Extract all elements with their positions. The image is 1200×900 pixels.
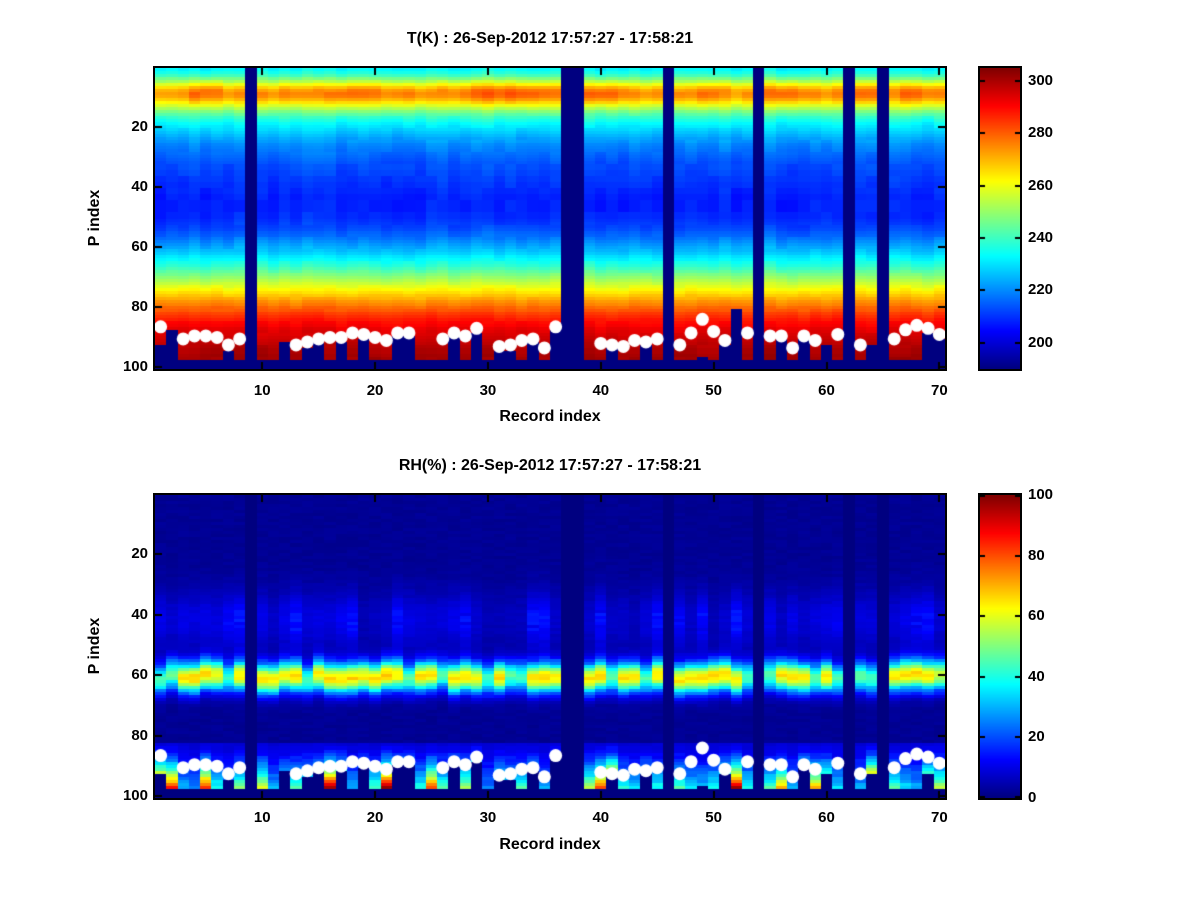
x-tick-label: 50 — [705, 809, 722, 826]
colorbar-tick-label: 280 — [1028, 124, 1054, 142]
y-tick-label: 40 — [131, 177, 148, 195]
temperature-heatmap-canvas — [155, 68, 945, 369]
x-tick-label: 70 — [931, 809, 948, 826]
x-tick-label: 20 — [366, 382, 384, 399]
humidity-heatmap-canvas — [155, 495, 945, 798]
humidity-colorbar-frame — [978, 493, 1022, 800]
humidity-colorbar-canvas — [980, 495, 1020, 798]
humidity-heatmap-frame — [153, 493, 947, 800]
humidity-plot-title: RH(%) : 26-Sep-2012 17:57:27 - 17:58:21 — [398, 457, 702, 474]
humidity-y-axis-label: P index — [86, 617, 103, 675]
humidity-x-axis-label: Record index — [499, 836, 601, 853]
x-tick-label: 50 — [705, 382, 722, 399]
colorbar-tick-label: 220 — [1028, 281, 1054, 299]
temperature-colorbar-frame — [978, 66, 1022, 371]
colorbar-tick-label: 240 — [1028, 229, 1054, 247]
colorbar-tick-label: 200 — [1028, 333, 1054, 351]
x-tick-label: 40 — [592, 809, 610, 826]
y-tick-label: 100 — [122, 787, 148, 805]
y-tick-label: 20 — [131, 117, 148, 135]
y-tick-label: 100 — [122, 358, 148, 376]
y-tick-label: 80 — [131, 726, 148, 744]
colorbar-tick-label: 300 — [1028, 72, 1054, 90]
temperature-y-axis-label: P index — [86, 189, 103, 247]
temperature-plot-title: T(K) : 26-Sep-2012 17:57:27 - 17:58:21 — [406, 30, 694, 47]
y-tick-label: 80 — [131, 298, 148, 316]
x-tick-label: 70 — [931, 382, 948, 399]
y-tick-label: 60 — [131, 666, 148, 684]
x-tick-label: 20 — [366, 809, 384, 826]
colorbar-tick-label: 20 — [1028, 728, 1045, 746]
x-tick-label: 10 — [253, 809, 271, 826]
x-tick-label: 10 — [253, 382, 271, 399]
temperature-heatmap-frame — [153, 66, 947, 371]
temperature-colorbar-canvas — [980, 68, 1020, 369]
colorbar-tick-label: 40 — [1028, 667, 1045, 685]
x-tick-label: 30 — [479, 382, 497, 399]
temperature-x-axis-label: Record index — [499, 408, 601, 425]
y-tick-label: 60 — [131, 238, 148, 256]
x-tick-label: 60 — [818, 382, 835, 399]
colorbar-tick-label: 80 — [1028, 546, 1045, 564]
colorbar-tick-label: 0 — [1028, 789, 1037, 806]
x-tick-label: 40 — [592, 382, 610, 399]
colorbar-tick-label: 260 — [1028, 176, 1054, 194]
x-tick-label: 60 — [818, 809, 835, 826]
colorbar-tick-label: 100 — [1028, 486, 1054, 503]
x-tick-label: 30 — [479, 809, 497, 826]
y-tick-label: 40 — [131, 605, 148, 623]
colorbar-tick-label: 60 — [1028, 607, 1045, 625]
y-tick-label: 20 — [131, 545, 148, 563]
